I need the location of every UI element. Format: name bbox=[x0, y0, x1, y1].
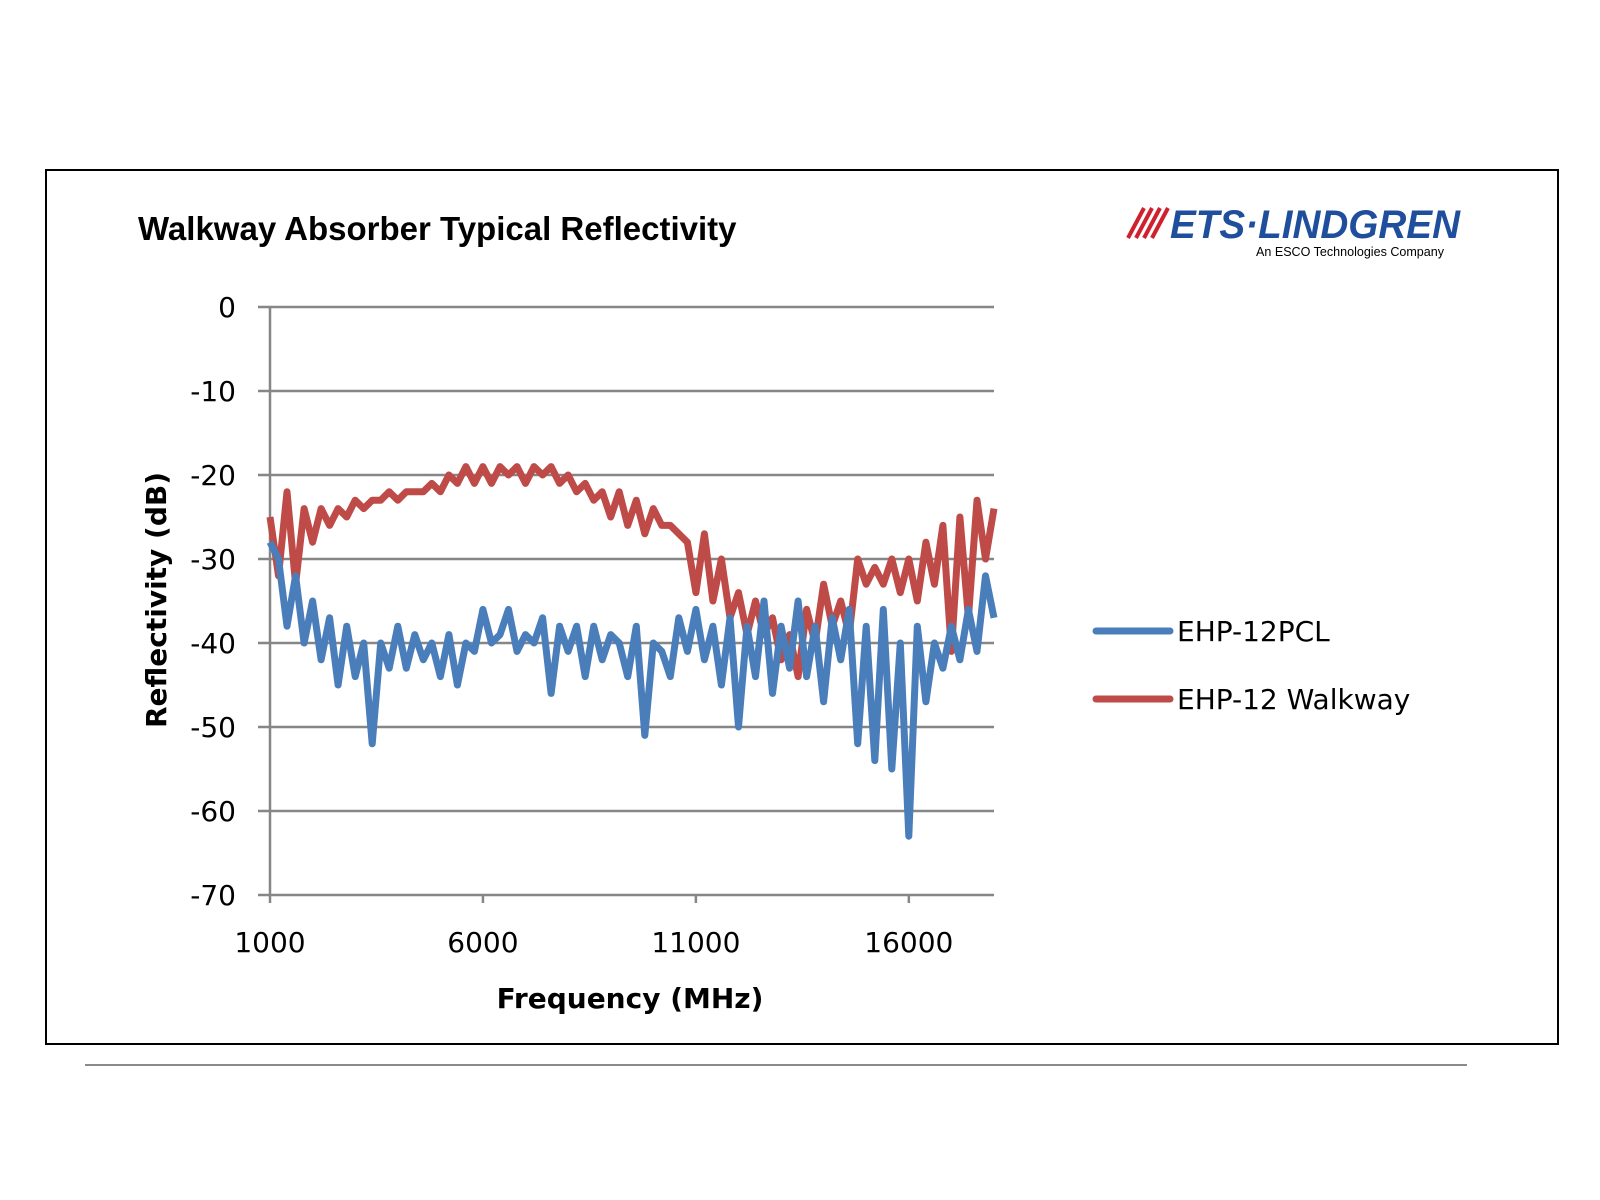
chart-title: Walkway Absorber Typical Reflectivity bbox=[138, 210, 737, 247]
legend-label: EHP-12PCL bbox=[1177, 615, 1330, 648]
x-tick-label: 6000 bbox=[447, 926, 518, 959]
x-tick-label: 1000 bbox=[234, 926, 305, 959]
y-tick-label: -70 bbox=[190, 879, 236, 912]
chart-frame bbox=[45, 169, 1559, 1045]
svg-text:An ESCO Technologies Company: An ESCO Technologies Company bbox=[1256, 244, 1444, 259]
legend-label: EHP-12 Walkway bbox=[1177, 683, 1410, 716]
x-tick-label: 16000 bbox=[864, 926, 953, 959]
y-tick-label: -20 bbox=[190, 459, 236, 492]
y-tick-label: -50 bbox=[190, 711, 236, 744]
y-tick-label: 0 bbox=[218, 291, 236, 324]
ets-lindgren-logo: ETS·LINDGREN An ESCO Technologies Compan… bbox=[1126, 203, 1461, 259]
y-tick-label: -40 bbox=[190, 627, 236, 660]
y-tick-label: -10 bbox=[190, 375, 236, 408]
y-tick-label: -30 bbox=[190, 543, 236, 576]
series-line-ehp-12-walkway bbox=[266, 463, 998, 681]
svg-text:ETS·LINDGREN: ETS·LINDGREN bbox=[1170, 203, 1461, 247]
series-line-ehp-12pcl bbox=[266, 540, 998, 840]
signal-waves-icon bbox=[1126, 207, 1170, 239]
y-tick-label: -60 bbox=[190, 795, 236, 828]
y-axis-label: Reflectivity (dB) bbox=[140, 472, 173, 728]
bottom-rule bbox=[85, 1064, 1467, 1066]
x-tick-label: 11000 bbox=[651, 926, 740, 959]
x-axis-label: Frequency (MHz) bbox=[497, 982, 764, 1015]
